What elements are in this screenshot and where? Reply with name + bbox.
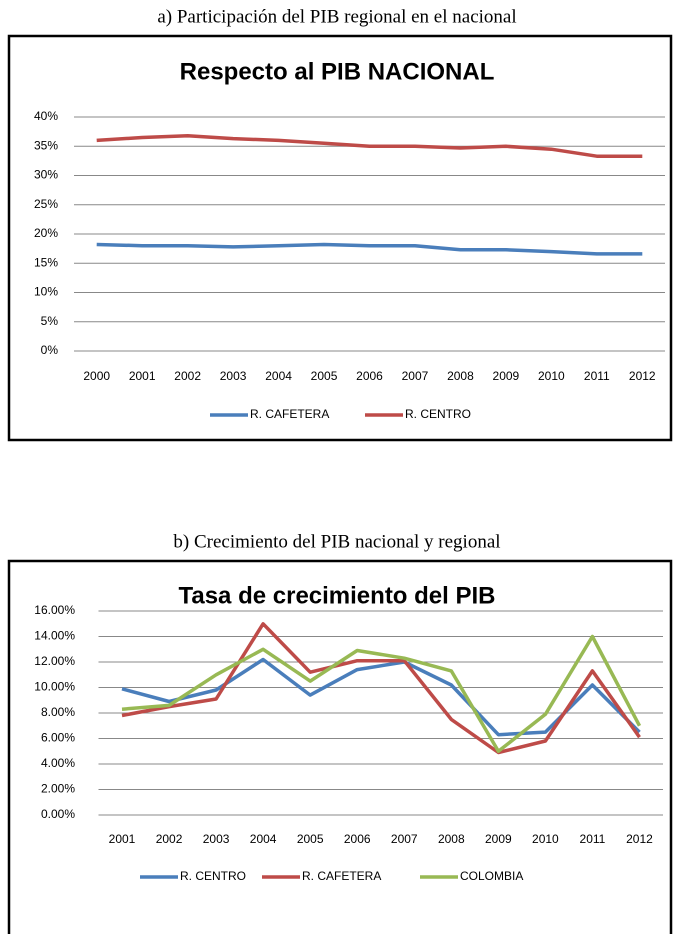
x-tick-label: 2008	[447, 369, 474, 383]
chart-title: Respecto al PIB NACIONAL	[180, 58, 495, 85]
caption: a) Participación del PIB regional en el …	[157, 6, 516, 27]
x-tick-label: 2003	[220, 369, 247, 383]
series-line	[121, 657, 641, 737]
y-tick-label: 2.00%	[41, 782, 75, 796]
y-tick-label: 5%	[41, 314, 59, 328]
x-tick-label: 2002	[156, 832, 183, 846]
y-tick-label: 15%	[34, 255, 58, 269]
x-tick-label: 2006	[344, 832, 371, 846]
y-tick-label: 25%	[34, 197, 58, 211]
legend-label: R. CAFETERA	[302, 869, 381, 883]
caption: b) Crecimiento del PIB nacional y region…	[173, 531, 500, 552]
y-tick-label: 12.00%	[34, 654, 75, 668]
series-line	[121, 634, 642, 754]
y-tick-label: 4.00%	[41, 756, 75, 770]
y-tick-label: 6.00%	[41, 731, 75, 745]
chart-title: Tasa de crecimiento del PIB	[178, 582, 495, 609]
x-tick-label: 2010	[532, 832, 559, 846]
x-tick-label: 2001	[109, 832, 136, 846]
y-tick-label: 35%	[34, 138, 58, 152]
chart-frame	[7, 34, 673, 442]
y-tick-label: 8.00%	[41, 705, 75, 719]
x-tick-label: 2009	[493, 369, 520, 383]
legend-label: R. CAFETERA	[250, 407, 329, 421]
legend-label: R. CENTRO	[405, 407, 471, 421]
x-tick-label: 2007	[402, 369, 429, 383]
series-line	[96, 133, 643, 158]
x-tick-label: 2008	[438, 832, 465, 846]
x-tick-label: 2012	[629, 369, 656, 383]
x-tick-label: 2010	[538, 369, 565, 383]
x-tick-label: 2012	[626, 832, 653, 846]
y-tick-label: 0.00%	[41, 807, 75, 821]
x-tick-label: 2005	[311, 369, 338, 383]
x-tick-label: 2005	[297, 832, 324, 846]
x-tick-label: 2001	[129, 369, 156, 383]
legend-label: R. CENTRO	[180, 869, 246, 883]
y-tick-label: 14.00%	[34, 629, 75, 643]
x-tick-label: 2004	[250, 832, 277, 846]
y-tick-label: 40%	[34, 109, 58, 123]
y-tick-label: 16.00%	[34, 603, 75, 617]
y-tick-label: 10.00%	[34, 680, 75, 694]
y-tick-label: 30%	[34, 168, 58, 182]
y-tick-label: 10%	[34, 285, 58, 299]
x-tick-label: 2003	[203, 832, 230, 846]
x-tick-label: 2004	[265, 369, 292, 383]
x-tick-label: 2006	[356, 369, 383, 383]
x-tick-label: 2007	[391, 832, 418, 846]
y-tick-label: 0%	[41, 343, 59, 357]
series-line	[121, 622, 641, 755]
x-tick-label: 2002	[174, 369, 201, 383]
series-line	[96, 242, 643, 256]
x-tick-label: 2011	[580, 832, 606, 846]
y-tick-label: 20%	[34, 226, 58, 240]
chart-frame	[7, 559, 673, 934]
x-tick-label: 2000	[83, 369, 110, 383]
x-tick-label: 2011	[584, 369, 610, 383]
legend-label: COLOMBIA	[460, 869, 523, 883]
x-tick-label: 2009	[485, 832, 512, 846]
